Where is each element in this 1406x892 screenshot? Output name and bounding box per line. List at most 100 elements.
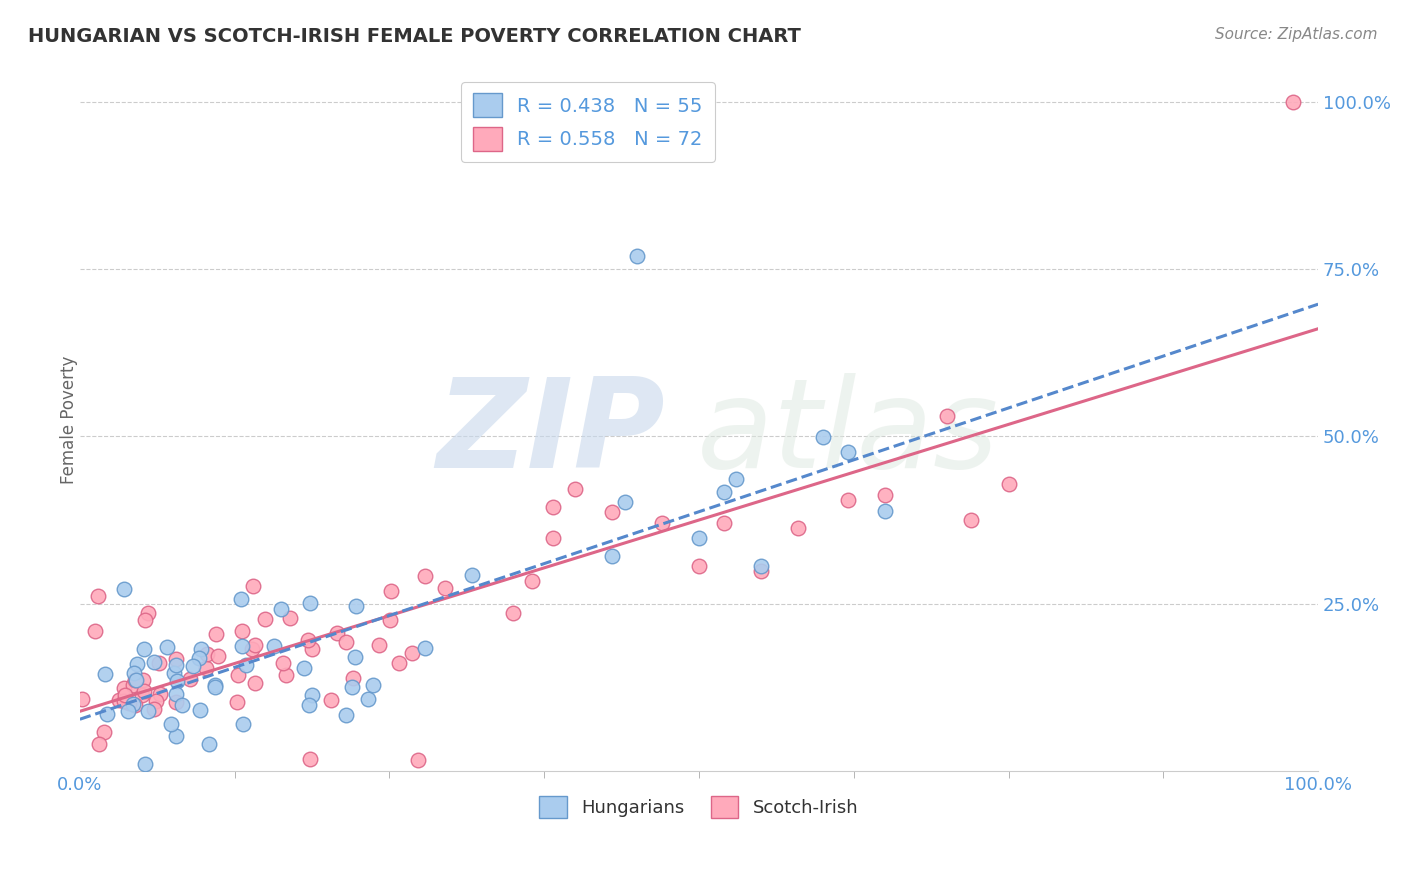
- Point: [162, 665, 184, 680]
- Point: [263, 639, 285, 653]
- Point: [564, 482, 586, 496]
- Point: [245, 675, 267, 690]
- Point: [319, 692, 342, 706]
- Point: [335, 707, 357, 722]
- Point: [93, 724, 115, 739]
- Point: [242, 579, 264, 593]
- Point: [166, 673, 188, 688]
- Point: [125, 673, 148, 687]
- Point: [134, 757, 156, 772]
- Point: [108, 692, 131, 706]
- Point: [131, 689, 153, 703]
- Point: [274, 667, 297, 681]
- Point: [935, 409, 957, 423]
- Point: [136, 607, 159, 621]
- Point: [602, 549, 624, 563]
- Point: [873, 488, 896, 502]
- Point: [148, 656, 170, 670]
- Point: [136, 704, 159, 718]
- Point: [207, 648, 229, 663]
- Point: [688, 531, 710, 545]
- Point: [225, 695, 247, 709]
- Point: [165, 687, 187, 701]
- Point: [243, 639, 266, 653]
- Point: [522, 574, 544, 589]
- Point: [651, 516, 673, 530]
- Point: [112, 582, 135, 596]
- Point: [357, 692, 380, 706]
- Point: [301, 688, 323, 702]
- Point: [787, 521, 810, 535]
- Point: [187, 650, 209, 665]
- Legend: Hungarians, Scotch-Irish: Hungarians, Scotch-Irish: [533, 789, 866, 825]
- Point: [231, 640, 253, 654]
- Point: [142, 702, 165, 716]
- Point: [156, 640, 179, 654]
- Point: [342, 672, 364, 686]
- Point: [342, 680, 364, 694]
- Point: [118, 696, 141, 710]
- Point: [367, 638, 389, 652]
- Point: [165, 657, 187, 672]
- Point: [204, 680, 226, 694]
- Point: [270, 602, 292, 616]
- Point: [299, 752, 322, 766]
- Point: [292, 661, 315, 675]
- Point: [502, 607, 524, 621]
- Point: [413, 568, 436, 582]
- Point: [343, 650, 366, 665]
- Point: [198, 737, 221, 751]
- Point: [235, 658, 257, 673]
- Point: [433, 582, 456, 596]
- Point: [229, 591, 252, 606]
- Point: [117, 704, 139, 718]
- Point: [960, 513, 983, 527]
- Point: [112, 694, 135, 708]
- Point: [749, 558, 772, 573]
- Point: [873, 504, 896, 518]
- Point: [122, 665, 145, 680]
- Point: [160, 716, 183, 731]
- Point: [231, 624, 253, 639]
- Text: atlas: atlas: [696, 373, 998, 494]
- Point: [124, 698, 146, 712]
- Point: [87, 589, 110, 603]
- Text: Source: ZipAtlas.com: Source: ZipAtlas.com: [1215, 27, 1378, 42]
- Point: [188, 703, 211, 717]
- Point: [278, 610, 301, 624]
- Point: [413, 641, 436, 656]
- Point: [112, 681, 135, 695]
- Point: [613, 495, 636, 509]
- Point: [1282, 95, 1305, 109]
- Point: [131, 673, 153, 687]
- Point: [688, 558, 710, 573]
- Point: [165, 696, 187, 710]
- Point: [749, 565, 772, 579]
- Point: [602, 505, 624, 519]
- Point: [114, 688, 136, 702]
- Point: [344, 599, 367, 613]
- Point: [326, 626, 349, 640]
- Point: [93, 667, 115, 681]
- Point: [183, 659, 205, 673]
- Point: [811, 430, 834, 444]
- Point: [541, 531, 564, 545]
- Point: [132, 684, 155, 698]
- Point: [388, 657, 411, 671]
- Point: [408, 753, 430, 767]
- Point: [713, 484, 735, 499]
- Text: HUNGARIAN VS SCOTCH-IRISH FEMALE POVERTY CORRELATION CHART: HUNGARIAN VS SCOTCH-IRISH FEMALE POVERTY…: [28, 27, 801, 45]
- Point: [124, 673, 146, 688]
- Point: [997, 476, 1019, 491]
- Point: [127, 657, 149, 671]
- Point: [298, 596, 321, 610]
- Point: [204, 626, 226, 640]
- Point: [134, 613, 156, 627]
- Point: [240, 641, 263, 656]
- Point: [204, 677, 226, 691]
- Point: [626, 249, 648, 263]
- Point: [335, 635, 357, 649]
- Point: [84, 624, 107, 639]
- Point: [96, 706, 118, 721]
- Point: [361, 678, 384, 692]
